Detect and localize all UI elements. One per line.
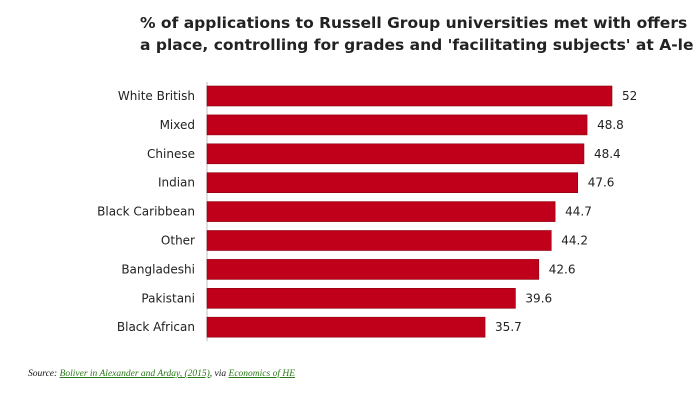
chart-title-line-1: % of applications to Russell Group unive… (140, 14, 693, 32)
bar-white-british (206, 85, 613, 107)
category-label: Chinese (147, 147, 195, 161)
bar-black-african (206, 316, 486, 338)
chart-title: % of applications to Russell Group unive… (140, 12, 693, 56)
bar-mixed (206, 114, 588, 136)
category-label: Indian (158, 176, 195, 190)
value-label: 47.6 (588, 176, 615, 190)
category-label: Black Caribbean (97, 205, 195, 219)
category-label: Other (161, 234, 195, 248)
source-link-boliver[interactable]: Boliver in Alexander and Arday, (2015) (59, 369, 210, 379)
category-label: Mixed (160, 118, 195, 132)
source-link-economics-of-he[interactable]: Economics of HE (228, 369, 296, 379)
value-label: 48.8 (597, 118, 624, 132)
value-label: 42.6 (549, 262, 576, 276)
bar-pakistani (206, 287, 516, 309)
value-label: 44.2 (561, 234, 588, 248)
chart-title-line-2: a place, controlling for grades and 'fac… (140, 36, 693, 54)
category-label: White British (118, 89, 195, 103)
category-label: Pakistani (141, 291, 195, 305)
source-note: Source: Boliver in Alexander and Arday, … (28, 369, 295, 379)
value-label: 48.4 (594, 147, 621, 161)
bar-black-caribbean (206, 201, 556, 222)
source-prefix: Source: (28, 369, 60, 379)
value-label: 39.6 (525, 291, 552, 305)
bar-other (206, 230, 552, 251)
value-label: 35.7 (495, 320, 522, 334)
value-label: 44.7 (565, 205, 592, 219)
source-middle: , via (209, 369, 229, 379)
bar-bangladeshi (206, 259, 540, 280)
category-label: Black African (117, 320, 195, 334)
bar-indian (206, 172, 579, 193)
bar-chinese (206, 143, 585, 165)
bars-layer: White British 52 Mixed 48.8 Chinese 48.4 India… (97, 82, 637, 342)
category-label: Bangladeshi (121, 262, 195, 276)
value-label: 52 (622, 89, 637, 103)
